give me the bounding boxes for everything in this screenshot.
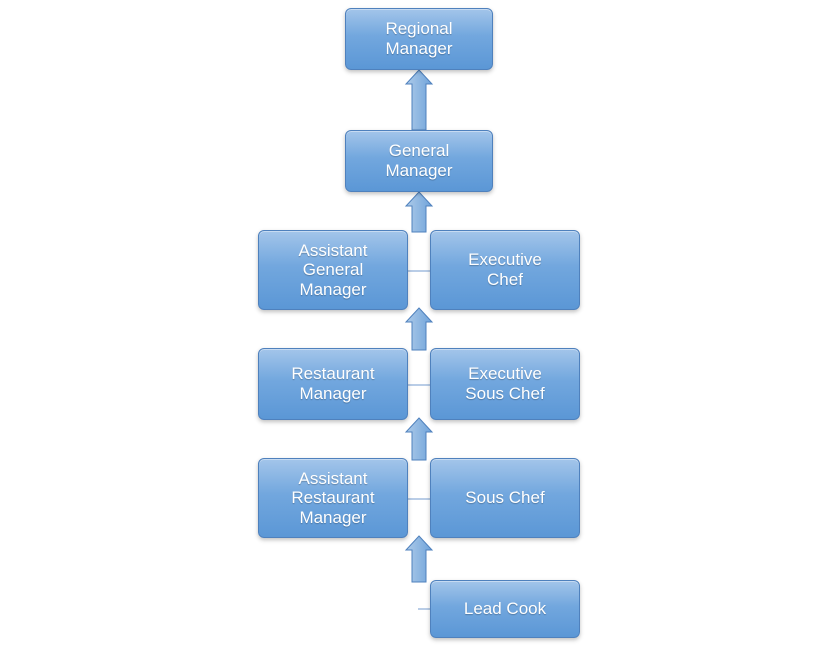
node-label: AssistantRestaurantManager xyxy=(291,469,374,528)
node-label: AssistantGeneralManager xyxy=(299,241,368,300)
node-label: ExecutiveSous Chef xyxy=(465,364,544,403)
connector-level5 xyxy=(408,498,430,500)
node-label: RestaurantManager xyxy=(291,364,374,403)
node-label: RegionalManager xyxy=(385,19,452,58)
node-assistant-general-manager: AssistantGeneralManager xyxy=(258,230,408,310)
node-assistant-restaurant-manager: AssistantRestaurantManager xyxy=(258,458,408,538)
arrow-up-icon xyxy=(406,418,432,460)
node-label: ExecutiveChef xyxy=(468,250,542,289)
connector-level4 xyxy=(408,384,430,386)
node-general-manager: GeneralManager xyxy=(345,130,493,192)
node-label: Lead Cook xyxy=(464,599,546,619)
arrow-up-icon xyxy=(406,192,432,232)
arrow-up-icon xyxy=(406,308,432,350)
connector-level6 xyxy=(418,608,430,610)
arrow-up-icon xyxy=(406,536,432,582)
node-executive-sous-chef: ExecutiveSous Chef xyxy=(430,348,580,420)
node-restaurant-manager: RestaurantManager xyxy=(258,348,408,420)
connector-level3 xyxy=(408,270,430,272)
node-sous-chef: Sous Chef xyxy=(430,458,580,538)
node-label: GeneralManager xyxy=(385,141,452,180)
node-lead-cook: Lead Cook xyxy=(430,580,580,638)
node-regional-manager: RegionalManager xyxy=(345,8,493,70)
arrow-up-icon xyxy=(406,70,432,130)
org-chart: RegionalManager GeneralManager Assistant… xyxy=(0,0,838,655)
node-executive-chef: ExecutiveChef xyxy=(430,230,580,310)
node-label: Sous Chef xyxy=(465,488,544,508)
